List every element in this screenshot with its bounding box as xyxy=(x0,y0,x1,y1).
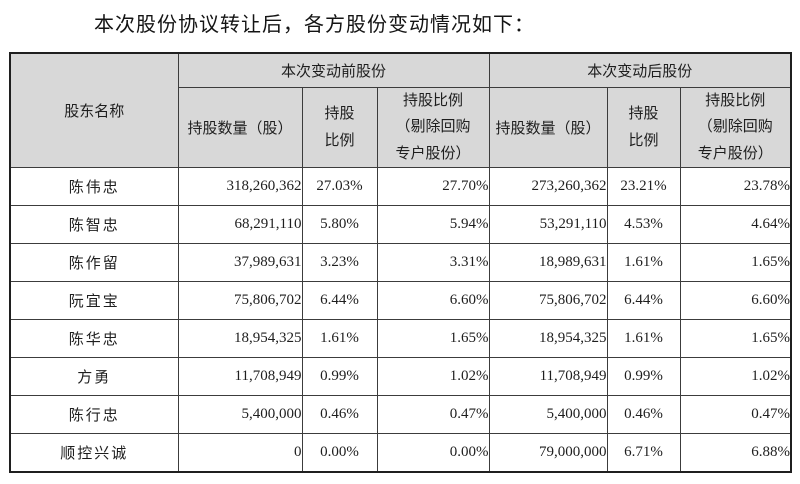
header-group-row: 股东名称 本次变动前股份 本次变动后股份 xyxy=(9,52,792,168)
cell-before-ratio: 0.00% xyxy=(301,433,378,473)
cell-shareholder-name: 顺控兴诚 xyxy=(9,433,179,473)
cell-after-ratio-ex-buyback: 6.88% xyxy=(679,433,792,473)
cell-after-quantity: 18,954,325 xyxy=(488,319,608,358)
table-row: 顺控兴诚 0 0.00% 0.00% 79,000,000 6.71% 6.88… xyxy=(9,433,792,473)
cell-before-ratio: 3.23% xyxy=(301,243,378,282)
cell-after-ratio: 0.46% xyxy=(606,395,681,434)
cell-before-quantity: 68,291,110 xyxy=(177,205,303,244)
table-row: 阮宜宝 75,806,702 6.44% 6.60% 75,806,702 6.… xyxy=(9,281,792,320)
cell-before-quantity: 18,954,325 xyxy=(177,319,303,358)
header-sub-row: 持股数量（股） 持股 比例 持股比例 （剔除回购 专户股份） 持股数量（股） 持… xyxy=(10,87,792,168)
cell-before-ratio: 0.46% xyxy=(301,395,378,434)
cell-before-ratio-ex-buyback: 0.47% xyxy=(376,395,490,434)
table-row: 方勇 11,708,949 0.99% 1.02% 11,708,949 0.9… xyxy=(9,357,792,396)
cell-after-ratio-ex-buyback: 1.65% xyxy=(679,319,792,358)
cell-before-ratio-ex-buyback: 1.65% xyxy=(376,319,490,358)
cell-shareholder-name: 陈行忠 xyxy=(9,395,179,434)
cell-after-ratio: 4.53% xyxy=(606,205,681,244)
cell-before-quantity: 0 xyxy=(177,433,303,473)
cell-before-ratio: 1.61% xyxy=(301,319,378,358)
cell-after-quantity: 273,260,362 xyxy=(488,167,608,206)
cell-after-ratio-ex-buyback: 6.60% xyxy=(679,281,792,320)
table-row: 陈作留 37,989,631 3.23% 3.31% 18,989,631 1.… xyxy=(9,243,792,282)
header-shareholder-name: 股东名称 xyxy=(9,52,179,168)
cell-after-ratio: 1.61% xyxy=(606,319,681,358)
cell-shareholder-name: 阮宜宝 xyxy=(9,281,179,320)
cell-after-quantity: 53,291,110 xyxy=(488,205,608,244)
cell-before-ratio: 0.99% xyxy=(301,357,378,396)
cell-after-quantity: 75,806,702 xyxy=(488,281,608,320)
cell-after-ratio: 1.61% xyxy=(606,243,681,282)
cell-before-quantity: 37,989,631 xyxy=(177,243,303,282)
cell-before-quantity: 318,260,362 xyxy=(177,167,303,206)
cell-after-ratio: 23.21% xyxy=(606,167,681,206)
cell-before-ratio-ex-buyback: 6.60% xyxy=(376,281,490,320)
cell-after-ratio-ex-buyback: 23.78% xyxy=(679,167,792,206)
cell-after-quantity: 11,708,949 xyxy=(488,357,608,396)
table-body: 陈伟忠 318,260,362 27.03% 27.70% 273,260,36… xyxy=(9,167,792,473)
table-row: 陈伟忠 318,260,362 27.03% 27.70% 273,260,36… xyxy=(9,167,792,206)
cell-before-ratio-ex-buyback: 5.94% xyxy=(376,205,490,244)
page-title: 本次股份协议转让后，各方股份变动情况如下： xyxy=(94,14,535,36)
cell-after-ratio: 6.71% xyxy=(606,433,681,473)
cell-before-ratio: 5.80% xyxy=(301,205,378,244)
cell-after-quantity: 5,400,000 xyxy=(488,395,608,434)
table-row: 陈行忠 5,400,000 0.46% 0.47% 5,400,000 0.46… xyxy=(9,395,792,434)
cell-before-ratio-ex-buyback: 0.00% xyxy=(376,433,490,473)
cell-before-ratio: 6.44% xyxy=(301,281,378,320)
cell-shareholder-name: 陈作留 xyxy=(9,243,179,282)
header-after-change-group: 本次变动后股份 xyxy=(488,52,792,88)
cell-shareholder-name: 陈智忠 xyxy=(9,205,179,244)
share-change-table: 股东名称 本次变动前股份 本次变动后股份 持股数量（股） 持股 比例 持股比例 … xyxy=(9,52,793,473)
table-row: 陈智忠 68,291,110 5.80% 5.94% 53,291,110 4.… xyxy=(9,205,792,244)
cell-before-quantity: 11,708,949 xyxy=(177,357,303,396)
cell-before-ratio-ex-buyback: 27.70% xyxy=(376,167,490,206)
cell-after-ratio-ex-buyback: 4.64% xyxy=(679,205,792,244)
cell-before-ratio-ex-buyback: 1.02% xyxy=(376,357,490,396)
cell-after-ratio: 0.99% xyxy=(606,357,681,396)
header-before-change-group: 本次变动前股份 xyxy=(177,52,490,88)
header-after-ratio-ex-buyback: 持股比例 （剔除回购 专户股份） xyxy=(679,87,792,168)
cell-after-ratio-ex-buyback: 1.65% xyxy=(679,243,792,282)
header-before-ratio-ex-buyback: 持股比例 （剔除回购 专户股份） xyxy=(376,87,490,168)
header-after-ratio: 持股 比例 xyxy=(606,87,681,168)
cell-before-quantity: 75,806,702 xyxy=(177,281,303,320)
header-before-ratio: 持股 比例 xyxy=(301,87,378,168)
table-header: 股东名称 本次变动前股份 本次变动后股份 持股数量（股） 持股 比例 持股比例 … xyxy=(9,52,792,168)
cell-shareholder-name: 陈伟忠 xyxy=(9,167,179,206)
cell-shareholder-name: 方勇 xyxy=(9,357,179,396)
cell-after-ratio: 6.44% xyxy=(606,281,681,320)
cell-before-ratio: 27.03% xyxy=(301,167,378,206)
cell-before-quantity: 5,400,000 xyxy=(177,395,303,434)
cell-after-ratio-ex-buyback: 1.02% xyxy=(679,357,792,396)
cell-shareholder-name: 陈华忠 xyxy=(9,319,179,358)
cell-after-ratio-ex-buyback: 0.47% xyxy=(679,395,792,434)
header-before-quantity: 持股数量（股） xyxy=(177,87,303,168)
header-after-quantity: 持股数量（股） xyxy=(488,87,608,168)
cell-before-ratio-ex-buyback: 3.31% xyxy=(376,243,490,282)
table-row: 陈华忠 18,954,325 1.61% 1.65% 18,954,325 1.… xyxy=(9,319,792,358)
cell-after-quantity: 79,000,000 xyxy=(488,433,608,473)
cell-after-quantity: 18,989,631 xyxy=(488,243,608,282)
